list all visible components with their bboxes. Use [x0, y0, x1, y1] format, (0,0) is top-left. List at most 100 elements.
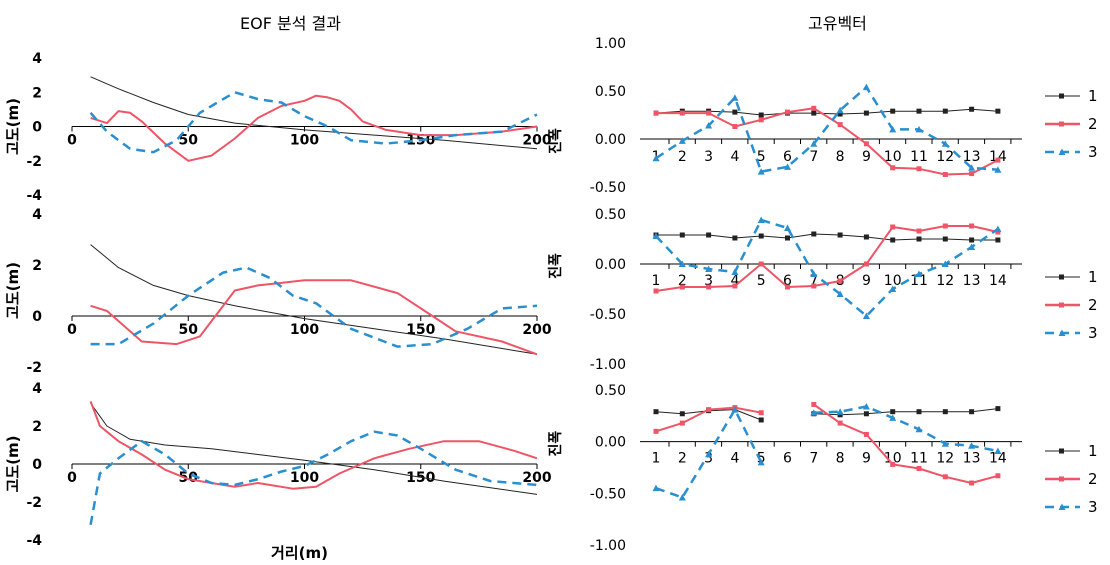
x-tick-label: 50 — [179, 133, 199, 149]
legend-3-marker — [1058, 148, 1066, 155]
series-2-point — [942, 223, 948, 229]
series-3-point — [836, 106, 844, 114]
x-axis-label: 거리(m) — [271, 544, 328, 562]
series-2-line — [90, 94, 538, 162]
series-3-point — [705, 450, 713, 458]
series-3-point — [836, 290, 844, 297]
x-tick-label: 10 — [884, 273, 902, 289]
y-axis-label: 고도(m) — [4, 436, 22, 493]
series-1-point — [679, 232, 685, 238]
legend-1-marker — [1059, 274, 1064, 280]
x-tick-label: 2 — [678, 451, 687, 467]
x-tick-label: 100 — [290, 322, 319, 338]
series-2-point — [863, 141, 869, 147]
series-3-point — [994, 225, 1002, 232]
series-1-point — [942, 236, 948, 242]
x-tick-label: 0 — [67, 322, 77, 338]
x-tick-label: 4 — [730, 149, 739, 165]
series-3-point — [836, 408, 844, 415]
legend-1-label: 1 — [1088, 442, 1098, 460]
y-tick-label: 0.50 — [595, 207, 626, 223]
x-tick-label: 2 — [678, 149, 687, 165]
series-3-point — [968, 164, 976, 171]
x-tick-label: 1 — [652, 273, 661, 289]
series-2-point — [706, 284, 712, 290]
series-3-point — [889, 414, 897, 421]
series-1-point — [863, 234, 869, 240]
series-3-point — [731, 268, 739, 275]
series-1-line — [655, 108, 998, 116]
series-2-point — [758, 410, 764, 416]
y-tick-label: -2 — [26, 495, 42, 511]
series-2-point — [679, 420, 685, 426]
series-1-point — [916, 108, 922, 114]
series-3-point — [678, 260, 686, 267]
x-tick-label: 200 — [522, 470, 551, 486]
y-tick-label: 0 — [32, 309, 42, 325]
x-tick-label: 11 — [910, 149, 928, 165]
series-1-line — [813, 408, 998, 416]
series-2-line — [656, 107, 999, 176]
series-3-point — [941, 260, 949, 267]
x-tick-label: 13 — [963, 149, 981, 165]
series-3-point — [862, 403, 870, 410]
x-tick-label: 8 — [836, 149, 845, 165]
series-2-point — [916, 466, 922, 472]
x-tick-label: 3 — [704, 451, 713, 467]
series-2-point — [837, 278, 843, 284]
series-1-point — [969, 409, 975, 415]
series-1-point — [916, 409, 922, 415]
x-tick-label: 4 — [730, 273, 739, 289]
series-2-point — [942, 474, 948, 480]
y-tick-label: 4 — [32, 381, 42, 397]
series-3-point — [757, 168, 765, 175]
series-1-point — [653, 409, 659, 415]
series-2-point — [653, 110, 659, 116]
x-tick-label: 4 — [730, 451, 739, 467]
x-tick-label: 9 — [862, 273, 871, 289]
series-1-point — [890, 237, 896, 243]
series-3-point — [784, 163, 791, 170]
x-tick-label: 12 — [936, 149, 954, 165]
series-2-point — [995, 157, 1001, 163]
series-3-line — [90, 266, 538, 348]
legend-2-marker — [1059, 476, 1064, 482]
x-tick-label: 7 — [809, 273, 818, 289]
series-2-point — [785, 284, 790, 290]
series-2-point — [653, 428, 659, 434]
y-tick-label: -0.50 — [590, 486, 626, 502]
y-tick-label: 0.00 — [595, 435, 626, 451]
legend-2-label: 2 — [1088, 115, 1098, 133]
legend-1-marker — [1059, 448, 1064, 454]
y-tick-label: 2 — [32, 258, 42, 274]
x-tick-label: 2 — [678, 273, 687, 289]
series-1-point — [837, 232, 843, 238]
series-1-point — [758, 112, 764, 118]
series-1-point — [758, 233, 764, 239]
series-3-point — [810, 409, 818, 416]
series-1-point — [863, 110, 869, 116]
series-1-point — [732, 109, 738, 115]
series-2-point — [890, 165, 896, 171]
legend-3-marker — [1058, 503, 1066, 510]
series-1-point — [995, 108, 1001, 114]
series-1-point — [916, 236, 922, 242]
series-2-point — [758, 261, 764, 267]
series-3-point — [889, 125, 897, 133]
x-tick-label: 50 — [179, 322, 199, 338]
y-tick-label: 4 — [32, 207, 42, 223]
legend-1-label: 1 — [1088, 268, 1098, 286]
series-2-point — [837, 122, 843, 128]
y-tick-label: 0 — [32, 457, 42, 473]
series-3-point — [731, 406, 739, 413]
x-tick-label: 5 — [757, 273, 766, 289]
series-2-point — [863, 261, 869, 267]
x-tick-label: 150 — [406, 470, 435, 486]
y-axis-label: 진폭 — [547, 128, 564, 154]
series-2-point — [653, 288, 659, 294]
y-tick-label: 2 — [32, 419, 42, 435]
x-tick-label: 6 — [783, 451, 792, 467]
y-tick-label: 0.50 — [595, 383, 626, 399]
series-3-point — [968, 243, 976, 250]
legend-3-label: 3 — [1088, 498, 1098, 516]
